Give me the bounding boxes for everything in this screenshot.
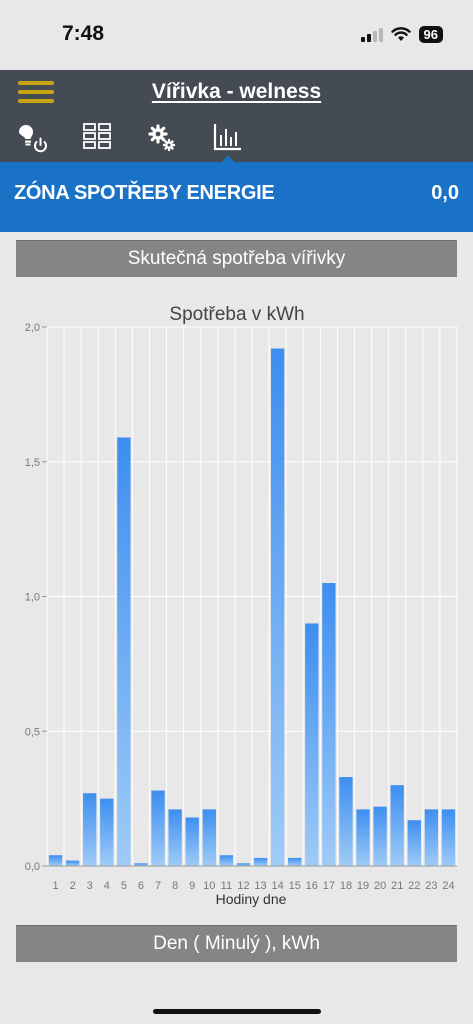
- bar-hour-10: [202, 809, 216, 866]
- bar-hour-8: [168, 809, 182, 866]
- home-indicator: [153, 1009, 321, 1014]
- bar-chart-icon: [213, 124, 241, 162]
- x-tick-label: 5: [121, 880, 127, 892]
- app-header: Vířivka - welness: [0, 70, 473, 162]
- bar-hour-18: [339, 777, 353, 866]
- status-bar: 7:48 96: [0, 0, 473, 70]
- bar-hour-11: [219, 855, 234, 866]
- bar-hour-20: [373, 806, 387, 866]
- x-tick-label: 19: [357, 880, 369, 892]
- status-indicators: 96: [360, 26, 443, 43]
- battery-icon: 96: [418, 26, 443, 43]
- y-tick-label: 1,5: [25, 457, 40, 469]
- status-time: 7:48: [62, 22, 105, 45]
- x-tick-label: 1: [52, 880, 58, 892]
- chart-title: Spotřeba v kWh: [169, 304, 304, 325]
- bar-hour-22: [407, 820, 421, 866]
- bar-hour-1: [48, 855, 63, 866]
- bar-hour-12: [236, 863, 251, 866]
- y-tick-label: 0,0: [25, 861, 40, 873]
- x-tick-label: 10: [203, 880, 215, 892]
- x-tick-label: 11: [221, 880, 232, 892]
- x-tick-label: 4: [104, 880, 110, 892]
- y-tick-label: 1,0: [25, 592, 40, 604]
- energy-zone-value: 0,0: [431, 182, 459, 204]
- tab-grid[interactable]: [82, 122, 116, 154]
- tab-consumption[interactable]: [211, 122, 245, 162]
- bar-hour-16: [305, 623, 319, 866]
- page-title[interactable]: Vířivka - welness: [151, 80, 322, 103]
- bar-hour-21: [390, 785, 404, 866]
- menu-button[interactable]: [18, 81, 54, 103]
- bar-hour-3: [83, 793, 97, 866]
- x-tick-label: 16: [306, 880, 318, 892]
- grid-icon: [83, 123, 111, 149]
- x-tick-label: 21: [391, 880, 403, 892]
- y-tick-label: 2,0: [25, 322, 40, 334]
- bulb-power-icon: [19, 125, 47, 153]
- x-tick-label: 8: [172, 880, 178, 892]
- bar-hour-6: [134, 863, 148, 866]
- bar-hour-19: [356, 809, 370, 866]
- x-tick-label: 3: [87, 880, 93, 892]
- x-tick-label: 17: [323, 880, 335, 892]
- x-tick-label: 13: [254, 880, 266, 892]
- bar-hour-17: [322, 583, 336, 866]
- bar-hour-14: [270, 348, 285, 866]
- x-tick-label: 12: [237, 880, 249, 892]
- tab-settings[interactable]: [146, 122, 180, 154]
- section-title: Skutečná spotřeba vířivky: [16, 240, 457, 277]
- wifi-icon: [390, 27, 411, 41]
- x-tick-label: 15: [289, 880, 301, 892]
- bar-hour-9: [185, 817, 199, 866]
- signal-icon: [360, 27, 383, 42]
- x-tick-label: 24: [442, 880, 454, 892]
- y-tick-label: 0,5: [25, 726, 40, 738]
- x-tick-label: 6: [138, 880, 144, 892]
- x-tick-label: 9: [189, 880, 195, 892]
- bar-hour-23: [424, 809, 439, 866]
- x-axis-label: Hodiny dne: [216, 891, 287, 907]
- bar-hour-15: [288, 857, 302, 866]
- x-tick-label: 7: [155, 880, 161, 892]
- gears-icon: [148, 124, 176, 152]
- bar-hour-7: [151, 790, 165, 866]
- tab-light-power[interactable]: [17, 122, 51, 154]
- period-selector[interactable]: Den ( Minulý ), kWh: [16, 925, 457, 962]
- bar-hour-24: [441, 809, 456, 866]
- page-title-wrap: Vířivka - welness: [0, 80, 473, 104]
- bar-hour-2: [65, 860, 80, 866]
- bar-hour-5: [117, 437, 131, 866]
- x-tick-label: 20: [374, 880, 386, 892]
- x-tick-label: 2: [70, 880, 76, 892]
- bar-hour-4: [100, 798, 114, 866]
- x-tick-label: 14: [272, 880, 284, 892]
- energy-zone-title: ZÓNA SPOTŘEBY ENERGIE: [14, 182, 275, 204]
- x-tick-label: 18: [340, 880, 352, 892]
- x-tick-label: 23: [425, 880, 437, 892]
- bar-hour-13: [253, 857, 268, 866]
- energy-zone-band: ZÓNA SPOTŘEBY ENERGIE 0,0: [0, 162, 473, 232]
- x-tick-label: 22: [408, 880, 420, 892]
